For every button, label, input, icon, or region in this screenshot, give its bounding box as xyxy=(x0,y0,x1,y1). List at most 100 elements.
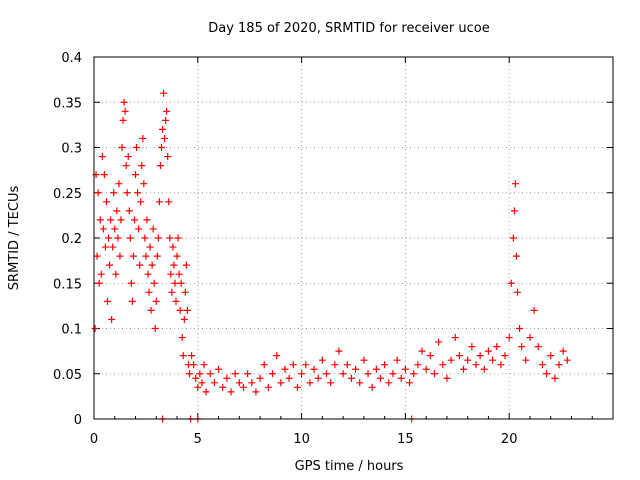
y-axis-ticks: 0 0.05 0.1 0.15 0.2 0.25 0.3 0.35 0.4 xyxy=(53,51,613,428)
data-point xyxy=(190,361,198,369)
data-point xyxy=(443,374,451,382)
data-point xyxy=(509,234,517,242)
data-point xyxy=(360,356,368,364)
data-point xyxy=(182,261,190,269)
data-point xyxy=(352,365,360,373)
data-point xyxy=(119,116,127,124)
y-tick-label: 0.1 xyxy=(61,323,82,338)
data-point xyxy=(178,334,186,342)
x-tick-label: 10 xyxy=(293,432,310,447)
data-point xyxy=(141,234,149,242)
data-point xyxy=(102,198,110,206)
data-point xyxy=(164,153,172,161)
data-point xyxy=(511,180,519,188)
data-point xyxy=(248,379,256,387)
data-point xyxy=(95,279,103,287)
data-point xyxy=(105,234,113,242)
y-axis-label: SRMTID / TECUs xyxy=(7,186,22,291)
data-point xyxy=(185,370,193,378)
data-point xyxy=(281,365,289,373)
data-point xyxy=(455,352,463,360)
data-point xyxy=(472,361,480,369)
data-point xyxy=(179,352,187,360)
data-point xyxy=(422,365,430,373)
data-point xyxy=(376,374,384,382)
data-point xyxy=(318,356,326,364)
data-point xyxy=(120,98,128,106)
data-point xyxy=(94,189,102,197)
data-point xyxy=(530,306,538,314)
data-point xyxy=(372,365,380,373)
data-point xyxy=(514,288,522,296)
data-point xyxy=(235,379,243,387)
data-point xyxy=(480,365,488,373)
data-point xyxy=(264,383,272,391)
data-point xyxy=(435,338,443,346)
data-point xyxy=(176,306,184,314)
data-point xyxy=(177,279,185,287)
data-point xyxy=(476,352,484,360)
data-point xyxy=(368,383,376,391)
data-point xyxy=(162,116,170,124)
data-point xyxy=(124,153,132,161)
data-point xyxy=(128,297,136,305)
data-point xyxy=(156,162,164,170)
data-point xyxy=(134,189,142,197)
data-point xyxy=(169,243,177,251)
data-point xyxy=(559,347,567,355)
data-point xyxy=(464,356,472,364)
data-point xyxy=(426,352,434,360)
data-point xyxy=(98,153,106,161)
data-point xyxy=(97,270,105,278)
data-point xyxy=(125,207,133,215)
data-point xyxy=(174,234,182,242)
data-point xyxy=(468,343,476,351)
data-point xyxy=(100,171,108,179)
data-point xyxy=(223,374,231,382)
data-point xyxy=(451,334,459,342)
data-point xyxy=(144,270,152,278)
data-point xyxy=(112,270,120,278)
data-point xyxy=(501,352,509,360)
data-point xyxy=(306,379,314,387)
data-point xyxy=(239,383,247,391)
data-point xyxy=(510,207,518,215)
data-point xyxy=(139,134,147,142)
data-point xyxy=(406,379,414,387)
data-point xyxy=(381,361,389,369)
data-point xyxy=(172,297,180,305)
data-point xyxy=(289,361,297,369)
data-point xyxy=(175,270,183,278)
data-point xyxy=(364,370,372,378)
data-point xyxy=(347,374,355,382)
data-point xyxy=(163,107,171,115)
data-point xyxy=(115,180,123,188)
y-tick-label: 0 xyxy=(74,413,82,428)
data-point xyxy=(410,370,418,378)
data-point xyxy=(153,252,161,260)
x-axis-label: GPS time / hours xyxy=(295,459,404,474)
data-point xyxy=(106,261,114,269)
y-tick-label: 0.35 xyxy=(53,96,82,111)
data-point xyxy=(183,306,191,314)
y-tick-label: 0.4 xyxy=(61,51,82,66)
data-point xyxy=(107,216,115,224)
data-point xyxy=(168,288,176,296)
data-point xyxy=(127,279,135,287)
data-point xyxy=(110,189,118,197)
data-point xyxy=(123,189,131,197)
data-point xyxy=(414,361,422,369)
data-point xyxy=(99,225,107,233)
data-point xyxy=(155,198,163,206)
data-point xyxy=(293,383,301,391)
data-point xyxy=(111,225,119,233)
data-point xyxy=(252,388,260,396)
data-point xyxy=(150,279,158,287)
data-point xyxy=(116,252,124,260)
data-point xyxy=(149,225,157,233)
data-point xyxy=(148,261,156,269)
data-point xyxy=(389,370,397,378)
data-points xyxy=(91,89,571,423)
data-point xyxy=(526,334,534,342)
